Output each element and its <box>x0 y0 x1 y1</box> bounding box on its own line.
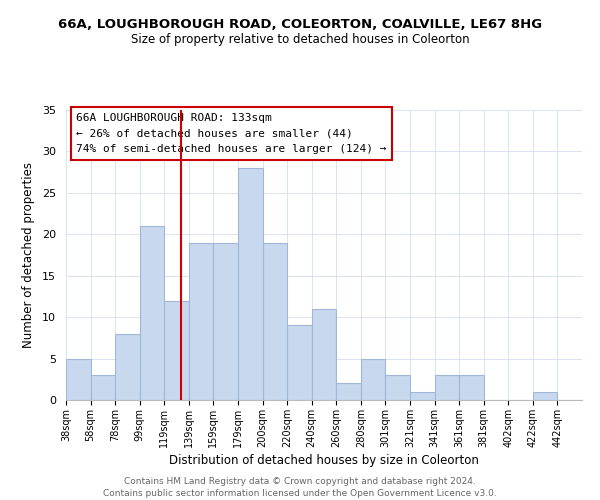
Bar <box>336 384 361 400</box>
Bar <box>91 375 115 400</box>
Text: Contains public sector information licensed under the Open Government Licence v3: Contains public sector information licen… <box>103 489 497 498</box>
Bar <box>263 242 287 400</box>
X-axis label: Distribution of detached houses by size in Coleorton: Distribution of detached houses by size … <box>169 454 479 467</box>
Text: 66A LOUGHBOROUGH ROAD: 133sqm
← 26% of detached houses are smaller (44)
74% of s: 66A LOUGHBOROUGH ROAD: 133sqm ← 26% of d… <box>76 113 387 154</box>
Bar <box>312 309 336 400</box>
Bar <box>385 375 410 400</box>
Bar <box>238 168 263 400</box>
Bar <box>164 300 189 400</box>
Bar <box>459 375 484 400</box>
Text: Size of property relative to detached houses in Coleorton: Size of property relative to detached ho… <box>131 32 469 46</box>
Bar <box>214 242 238 400</box>
Bar <box>140 226 164 400</box>
Bar <box>434 375 459 400</box>
Bar <box>361 358 385 400</box>
Text: 66A, LOUGHBOROUGH ROAD, COLEORTON, COALVILLE, LE67 8HG: 66A, LOUGHBOROUGH ROAD, COLEORTON, COALV… <box>58 18 542 30</box>
Bar <box>66 358 91 400</box>
Bar <box>410 392 434 400</box>
Y-axis label: Number of detached properties: Number of detached properties <box>22 162 35 348</box>
Bar <box>533 392 557 400</box>
Bar <box>115 334 140 400</box>
Text: Contains HM Land Registry data © Crown copyright and database right 2024.: Contains HM Land Registry data © Crown c… <box>124 478 476 486</box>
Bar <box>287 326 312 400</box>
Bar <box>189 242 214 400</box>
